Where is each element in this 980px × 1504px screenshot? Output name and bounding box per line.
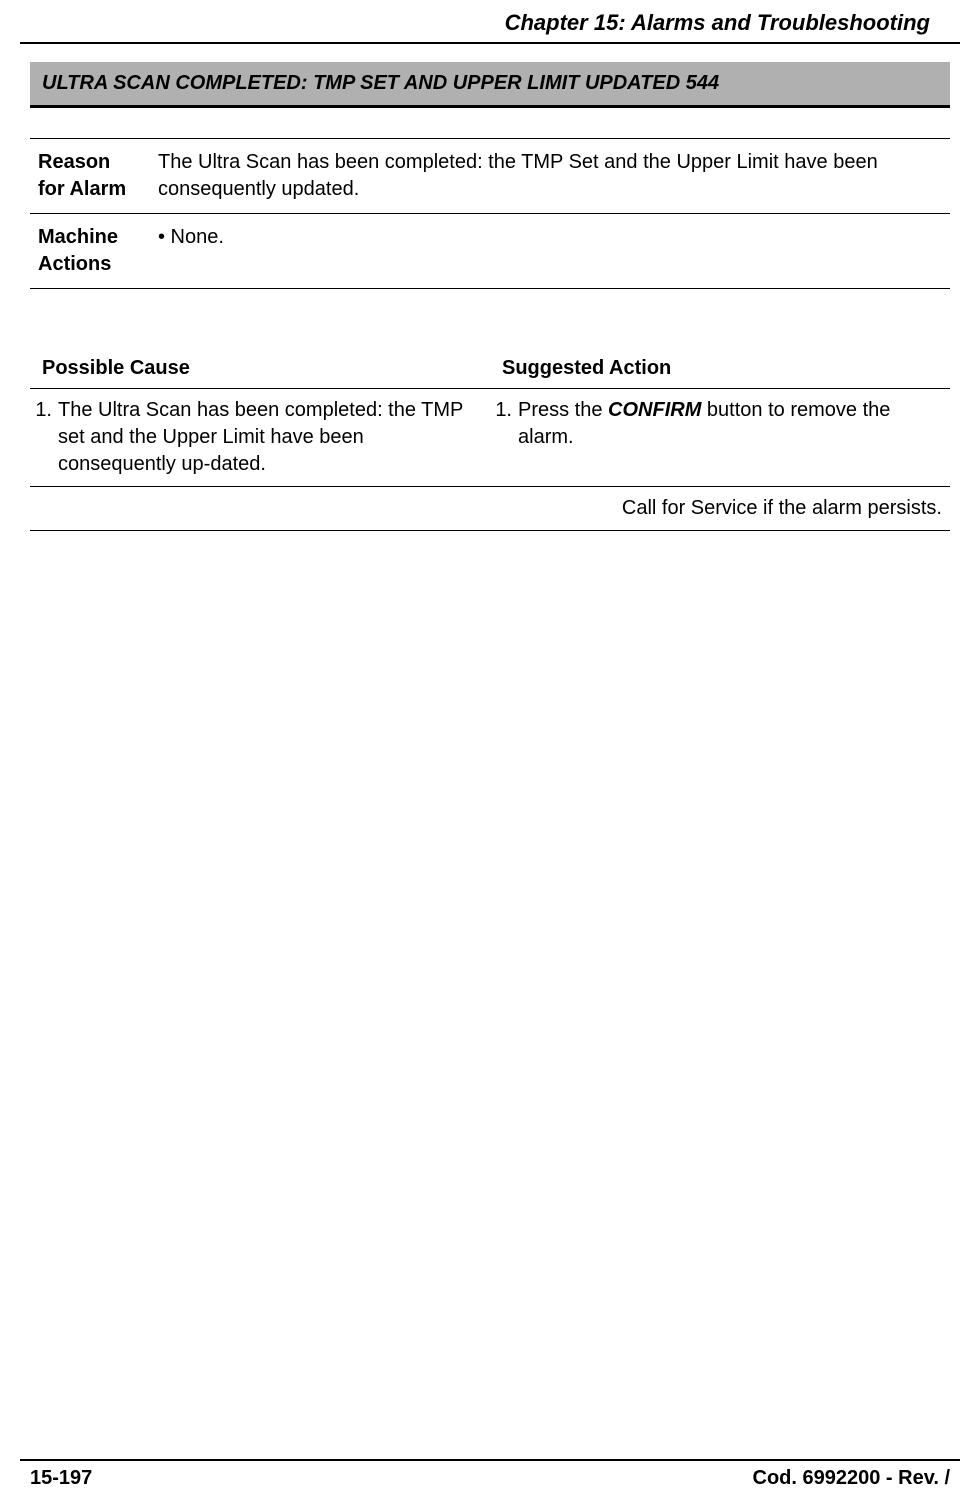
action-text: Press the CONFIRM button to remove the a… bbox=[518, 397, 946, 451]
action-bold: CONFIRM bbox=[608, 399, 701, 421]
list-item: 1. The Ultra Scan has been completed: th… bbox=[34, 397, 486, 478]
cause-action-table: Possible Cause Suggested Action 1. The U… bbox=[30, 349, 950, 531]
action-prefix: Press the bbox=[518, 399, 608, 421]
service-note-row: Call for Service if the alarm persists. bbox=[30, 487, 950, 531]
info-label-reason: Reason for Alarm bbox=[30, 139, 150, 214]
chapter-title: Chapter 15: Alarms and Troubleshooting bbox=[505, 10, 930, 35]
alarm-info-table: Reason for Alarm The Ultra Scan has been… bbox=[30, 138, 950, 289]
table-row: Machine Actions • None. bbox=[30, 214, 950, 289]
list-item: 1. Press the CONFIRM button to remove th… bbox=[494, 397, 946, 451]
action-cell: 1. Press the CONFIRM button to remove th… bbox=[490, 389, 950, 487]
service-note: Call for Service if the alarm persists. bbox=[30, 487, 950, 531]
alarm-title-bar: ULTRA SCAN COMPLETED: TMP SET AND UPPER … bbox=[30, 62, 950, 108]
cause-text: The Ultra Scan has been completed: the T… bbox=[58, 397, 486, 478]
info-value-actions: • None. bbox=[150, 214, 950, 289]
column-header-action: Suggested Action bbox=[490, 349, 950, 389]
item-number: 1. bbox=[494, 397, 518, 451]
info-label-actions: Machine Actions bbox=[30, 214, 150, 289]
table-header-row: Possible Cause Suggested Action bbox=[30, 349, 950, 389]
table-row: Reason for Alarm The Ultra Scan has been… bbox=[30, 139, 950, 214]
doc-code: Cod. 6992200 - Rev. / bbox=[753, 1467, 951, 1490]
page-footer: 15-197 Cod. 6992200 - Rev. / bbox=[20, 1459, 960, 1504]
item-number: 1. bbox=[34, 397, 58, 478]
page-number: 15-197 bbox=[30, 1467, 92, 1490]
chapter-header: Chapter 15: Alarms and Troubleshooting bbox=[20, 0, 960, 44]
table-row: 1. The Ultra Scan has been completed: th… bbox=[30, 389, 950, 487]
info-value-reason: The Ultra Scan has been completed: the T… bbox=[150, 139, 950, 214]
cause-cell: 1. The Ultra Scan has been completed: th… bbox=[30, 389, 490, 487]
column-header-cause: Possible Cause bbox=[30, 349, 490, 389]
alarm-title: ULTRA SCAN COMPLETED: TMP SET AND UPPER … bbox=[42, 72, 719, 94]
